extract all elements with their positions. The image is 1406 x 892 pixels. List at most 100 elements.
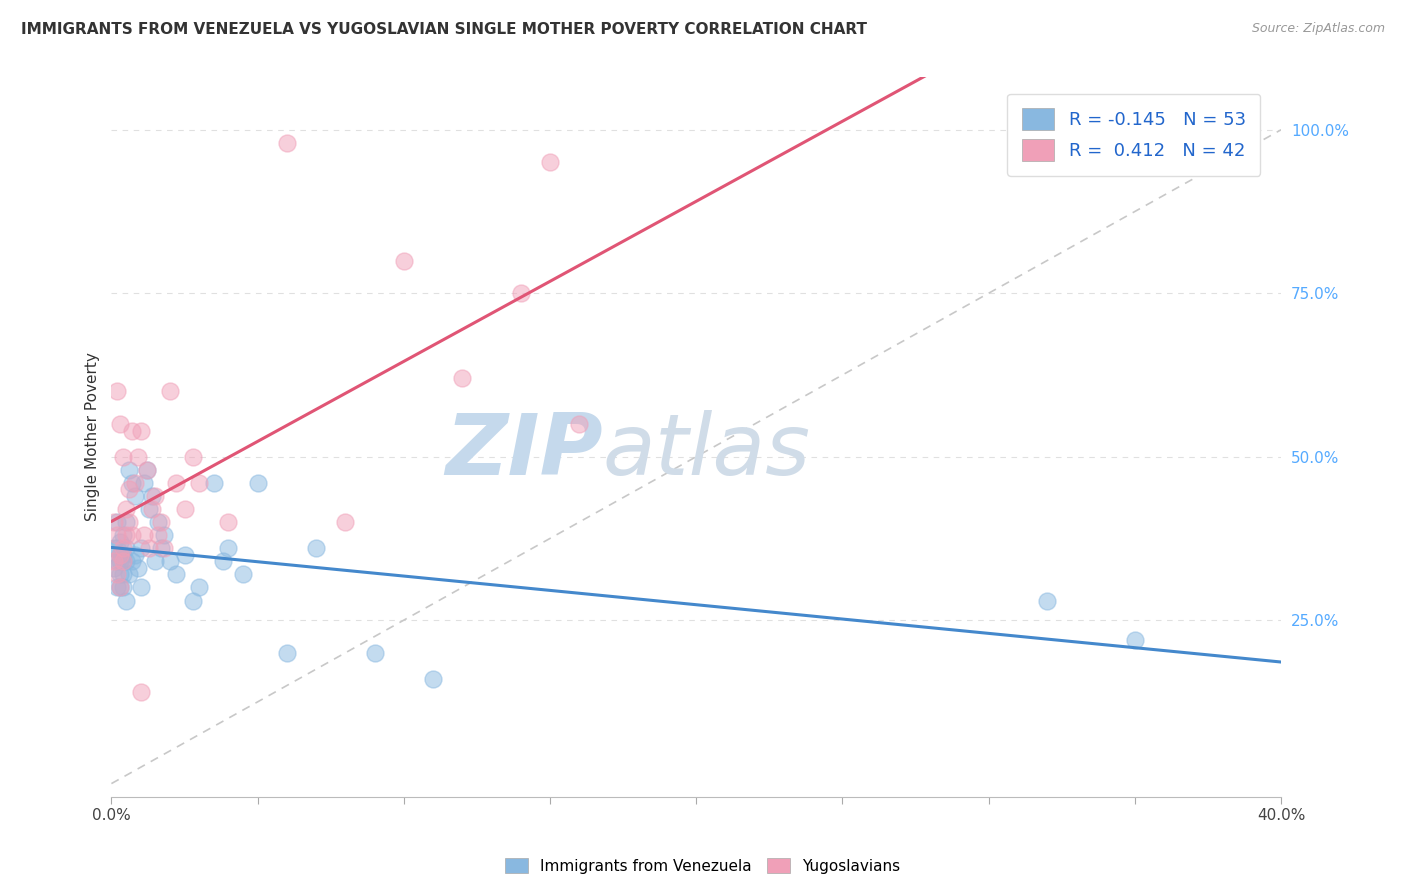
Point [165,475,187,490]
Point [105,581,128,595]
Point [143,489,166,503]
Point [211,554,233,568]
Legend: Immigrants from Venezuela, Yugoslavians: Immigrants from Venezuela, Yugoslavians [499,852,907,880]
Point [112,450,135,464]
Point [118,483,141,497]
Point [181,593,204,607]
Point [115,541,138,556]
Point [538,155,561,169]
Point [150,515,173,529]
Point [1036,593,1059,607]
Point [105,554,128,568]
Point [132,475,155,490]
Point [188,475,211,490]
Point [108,554,131,568]
Point [141,502,163,516]
Point [108,581,131,595]
Point [103,561,125,575]
Point [118,567,141,582]
Point [121,554,143,568]
Point [129,541,152,556]
Legend: R = -0.145   N = 53, R =  0.412   N = 42: R = -0.145 N = 53, R = 0.412 N = 42 [1008,94,1260,176]
Point [392,253,415,268]
Point [112,528,135,542]
Point [181,450,204,464]
Point [115,554,138,568]
Point [115,502,138,516]
Point [148,515,170,529]
Point [202,475,225,490]
Point [115,515,138,529]
Point [153,541,176,556]
Point [112,567,135,582]
Point [451,371,474,385]
Point [121,528,143,542]
Text: IMMIGRANTS FROM VENEZUELA VS YUGOSLAVIAN SINGLE MOTHER POVERTY CORRELATION CHART: IMMIGRANTS FROM VENEZUELA VS YUGOSLAVIAN… [21,22,868,37]
Point [103,541,125,556]
Point [112,581,135,595]
Point [105,528,128,542]
Point [112,554,135,568]
Point [112,548,135,562]
Point [143,554,166,568]
Point [129,581,152,595]
Text: atlas: atlas [603,410,811,493]
Point [103,515,125,529]
Point [217,515,239,529]
Point [124,489,146,503]
Point [108,548,131,562]
Point [217,541,239,556]
Point [108,534,131,549]
Point [422,672,444,686]
Point [129,424,152,438]
Point [363,646,385,660]
Point [138,541,160,556]
Point [173,548,195,562]
Point [159,384,181,399]
Point [150,541,173,556]
Point [115,528,138,542]
Point [173,502,195,516]
Point [121,475,143,490]
Point [335,515,357,529]
Text: Source: ZipAtlas.com: Source: ZipAtlas.com [1251,22,1385,36]
Point [127,450,149,464]
Point [108,548,131,562]
Y-axis label: Single Mother Poverty: Single Mother Poverty [86,352,100,522]
Point [232,567,254,582]
Point [127,561,149,575]
Point [135,463,157,477]
Point [276,136,298,150]
Point [124,475,146,490]
Point [188,581,211,595]
Point [135,463,157,477]
Point [129,685,152,699]
Point [118,463,141,477]
Text: ZIP: ZIP [446,410,603,493]
Point [105,541,128,556]
Point [305,541,328,556]
Point [159,554,181,568]
Point [105,567,128,582]
Point [138,502,160,516]
Point [165,567,187,582]
Point [124,548,146,562]
Point [103,554,125,568]
Point [112,541,135,556]
Point [1123,632,1146,647]
Point [153,528,176,542]
Point [121,424,143,438]
Point [118,515,141,529]
Point [108,581,131,595]
Point [105,515,128,529]
Point [108,567,131,582]
Point [148,528,170,542]
Point [246,475,269,490]
Point [276,646,298,660]
Point [105,384,128,399]
Point [108,417,131,431]
Point [509,286,531,301]
Point [141,489,163,503]
Point [112,554,135,568]
Point [568,417,591,431]
